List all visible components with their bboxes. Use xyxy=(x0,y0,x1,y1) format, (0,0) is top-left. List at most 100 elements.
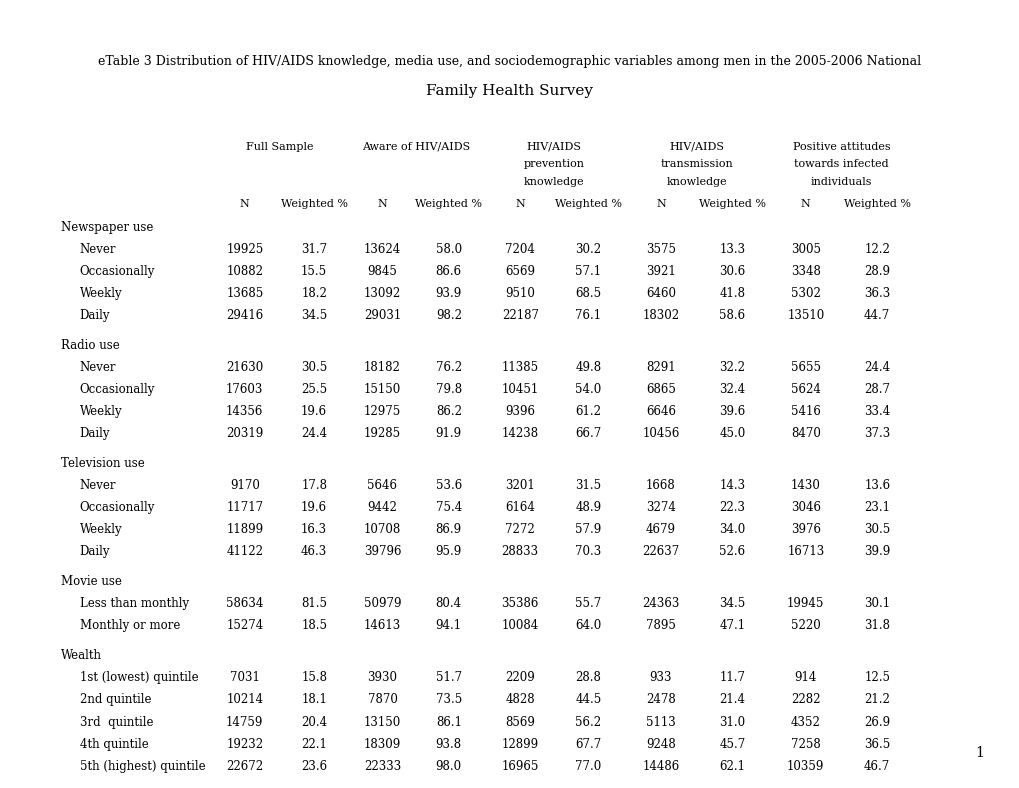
Text: 57.9: 57.9 xyxy=(575,523,601,536)
Text: 11717: 11717 xyxy=(226,501,263,514)
Text: 47.1: 47.1 xyxy=(718,619,745,632)
Text: knowledge: knowledge xyxy=(665,177,727,187)
Text: 10084: 10084 xyxy=(501,619,538,632)
Text: 17.8: 17.8 xyxy=(301,479,327,492)
Text: 98.0: 98.0 xyxy=(435,760,462,772)
Text: N: N xyxy=(800,199,810,209)
Text: towards infected: towards infected xyxy=(794,159,888,169)
Text: 18.1: 18.1 xyxy=(301,693,327,706)
Text: 58.6: 58.6 xyxy=(718,309,745,322)
Text: individuals: individuals xyxy=(810,177,871,187)
Text: 18302: 18302 xyxy=(642,309,679,322)
Text: 32.4: 32.4 xyxy=(718,383,745,396)
Text: 14759: 14759 xyxy=(226,716,263,728)
Text: 22.3: 22.3 xyxy=(718,501,745,514)
Text: 31.0: 31.0 xyxy=(718,716,745,728)
Text: 39796: 39796 xyxy=(364,545,400,558)
Text: 39.6: 39.6 xyxy=(718,405,745,418)
Text: 12.2: 12.2 xyxy=(863,243,890,255)
Text: 13.6: 13.6 xyxy=(863,479,890,492)
Text: 45.7: 45.7 xyxy=(718,738,745,750)
Text: 5302: 5302 xyxy=(790,287,820,299)
Text: Radio use: Radio use xyxy=(61,339,120,351)
Text: 64.0: 64.0 xyxy=(575,619,601,632)
Text: 13685: 13685 xyxy=(226,287,263,299)
Text: 19285: 19285 xyxy=(364,427,400,440)
Text: 3976: 3976 xyxy=(790,523,820,536)
Text: 3201: 3201 xyxy=(504,479,535,492)
Text: Occasionally: Occasionally xyxy=(79,265,155,277)
Text: 91.9: 91.9 xyxy=(435,427,462,440)
Text: 62.1: 62.1 xyxy=(718,760,745,772)
Text: 35386: 35386 xyxy=(501,597,538,610)
Text: 80.4: 80.4 xyxy=(435,597,462,610)
Text: 81.5: 81.5 xyxy=(301,597,327,610)
Text: 52.6: 52.6 xyxy=(718,545,745,558)
Text: 34.5: 34.5 xyxy=(301,309,327,322)
Text: 86.6: 86.6 xyxy=(435,265,462,277)
Text: 12899: 12899 xyxy=(501,738,538,750)
Text: Full Sample: Full Sample xyxy=(246,142,313,152)
Text: Weekly: Weekly xyxy=(79,523,122,536)
Text: 6646: 6646 xyxy=(645,405,676,418)
Text: 36.3: 36.3 xyxy=(863,287,890,299)
Text: 22637: 22637 xyxy=(642,545,679,558)
Text: 23.1: 23.1 xyxy=(863,501,890,514)
Text: Never: Never xyxy=(79,479,116,492)
Text: 93.9: 93.9 xyxy=(435,287,462,299)
Text: 19925: 19925 xyxy=(226,243,263,255)
Text: 3348: 3348 xyxy=(790,265,820,277)
Text: 6164: 6164 xyxy=(504,501,535,514)
Text: Occasionally: Occasionally xyxy=(79,501,155,514)
Text: 24.4: 24.4 xyxy=(863,361,890,374)
Text: Weighted %: Weighted % xyxy=(415,199,482,209)
Text: 75.4: 75.4 xyxy=(435,501,462,514)
Text: 41122: 41122 xyxy=(226,545,263,558)
Text: 98.2: 98.2 xyxy=(435,309,462,322)
Text: Daily: Daily xyxy=(79,545,110,558)
Text: 21.4: 21.4 xyxy=(718,693,745,706)
Text: 10359: 10359 xyxy=(787,760,823,772)
Text: 4828: 4828 xyxy=(504,693,535,706)
Text: 8470: 8470 xyxy=(790,427,820,440)
Text: 56.2: 56.2 xyxy=(575,716,601,728)
Text: 58634: 58634 xyxy=(226,597,263,610)
Text: 933: 933 xyxy=(649,671,672,684)
Text: 18182: 18182 xyxy=(364,361,400,374)
Text: Newspaper use: Newspaper use xyxy=(61,221,154,233)
Text: 15.5: 15.5 xyxy=(301,265,327,277)
Text: 10708: 10708 xyxy=(364,523,400,536)
Text: 30.5: 30.5 xyxy=(301,361,327,374)
Text: 76.1: 76.1 xyxy=(575,309,601,322)
Text: 9510: 9510 xyxy=(504,287,535,299)
Text: 11899: 11899 xyxy=(226,523,263,536)
Text: 16713: 16713 xyxy=(787,545,823,558)
Text: 44.5: 44.5 xyxy=(575,693,601,706)
Text: 14.3: 14.3 xyxy=(718,479,745,492)
Text: 1430: 1430 xyxy=(790,479,820,492)
Text: Weighted %: Weighted % xyxy=(843,199,910,209)
Text: 28.8: 28.8 xyxy=(575,671,601,684)
Text: Weighted %: Weighted % xyxy=(280,199,347,209)
Text: 14238: 14238 xyxy=(501,427,538,440)
Text: 22333: 22333 xyxy=(364,760,400,772)
Text: prevention: prevention xyxy=(523,159,584,169)
Text: 14356: 14356 xyxy=(226,405,263,418)
Text: 77.0: 77.0 xyxy=(575,760,601,772)
Text: Wealth: Wealth xyxy=(61,649,102,662)
Text: 6865: 6865 xyxy=(645,383,676,396)
Text: 48.9: 48.9 xyxy=(575,501,601,514)
Text: 30.5: 30.5 xyxy=(863,523,890,536)
Text: 5113: 5113 xyxy=(645,716,676,728)
Text: 5416: 5416 xyxy=(790,405,820,418)
Text: 34.5: 34.5 xyxy=(718,597,745,610)
Text: 29031: 29031 xyxy=(364,309,400,322)
Text: 19232: 19232 xyxy=(226,738,263,750)
Text: 5646: 5646 xyxy=(367,479,397,492)
Text: 93.8: 93.8 xyxy=(435,738,462,750)
Text: transmission: transmission xyxy=(659,159,733,169)
Text: Family Health Survey: Family Health Survey xyxy=(426,84,593,98)
Text: 10882: 10882 xyxy=(226,265,263,277)
Text: 8569: 8569 xyxy=(504,716,535,728)
Text: 14486: 14486 xyxy=(642,760,679,772)
